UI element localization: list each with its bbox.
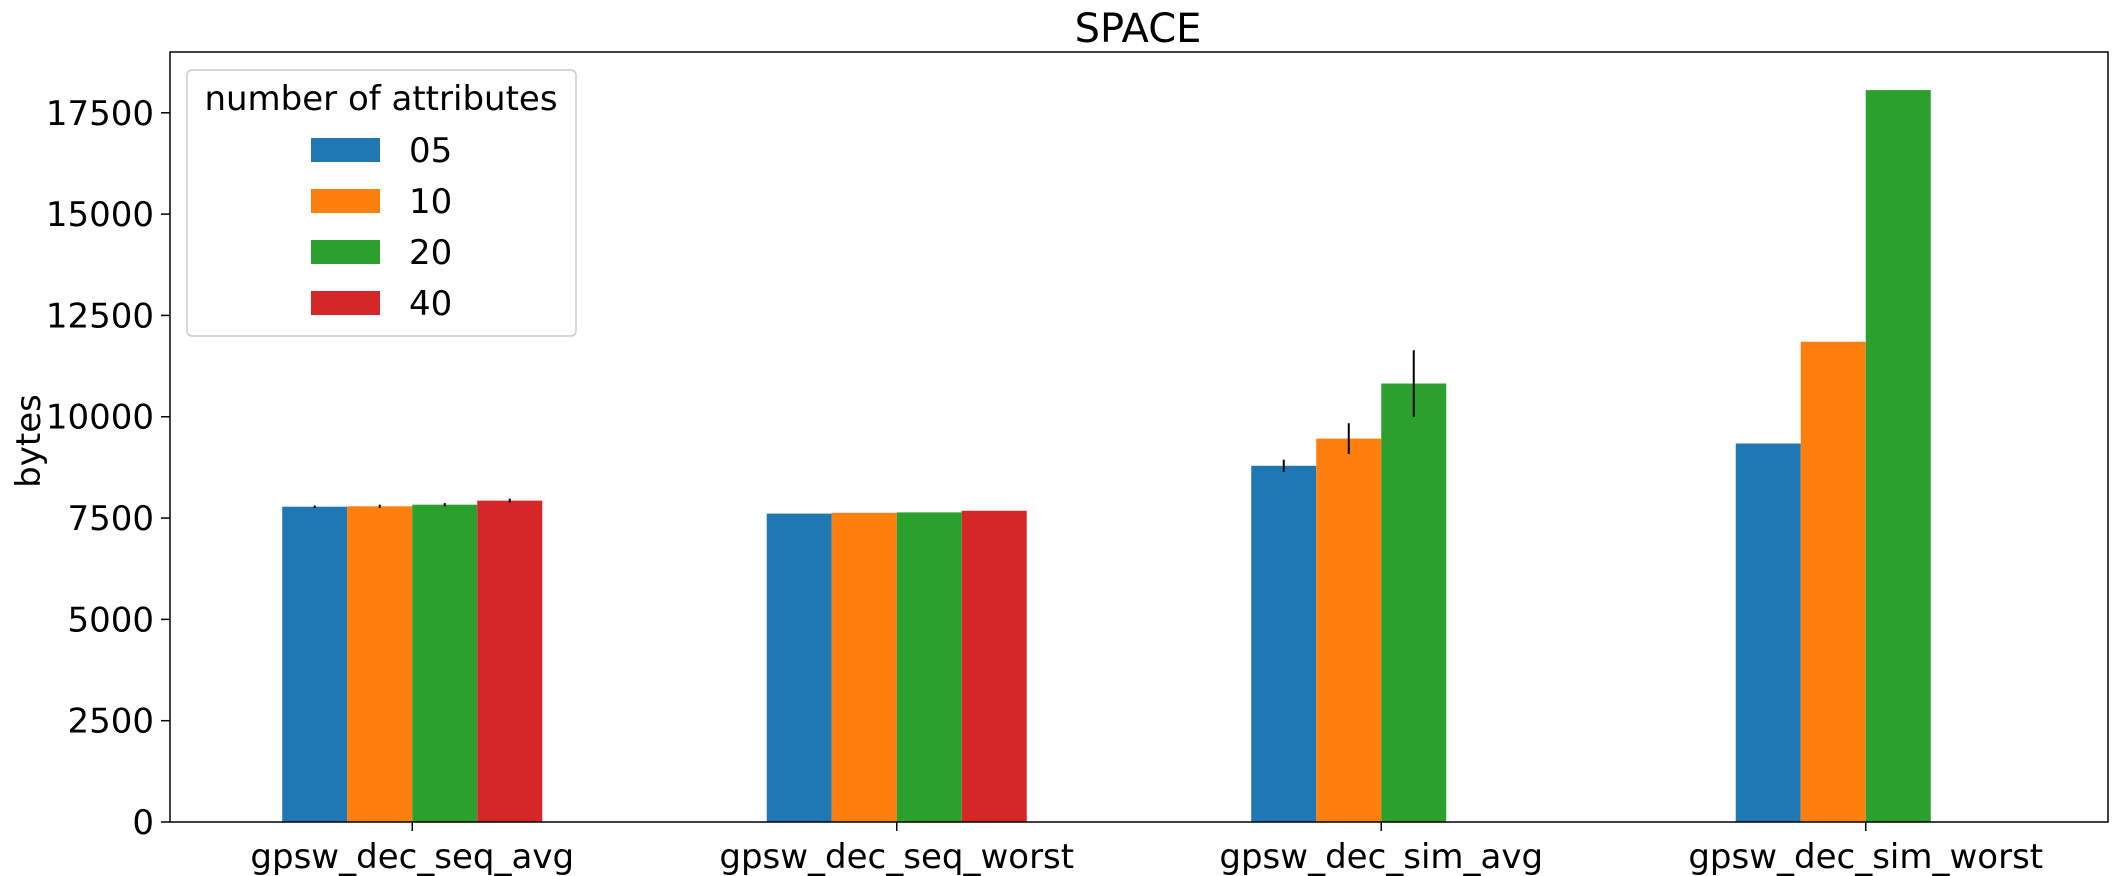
y-tick-label: 5000 <box>67 600 154 640</box>
legend-swatch <box>311 189 380 213</box>
plot-area: 0 2500 5000 7500 10000 12500 15000 17500 gpsw_de… <box>46 90 2043 876</box>
bar <box>766 513 832 822</box>
legend-label: 40 <box>409 284 452 324</box>
y-axis-label: bytes <box>9 394 49 488</box>
bar <box>1316 438 1382 822</box>
chart-title: SPACE <box>1075 6 1202 52</box>
legend-box <box>186 69 577 337</box>
bar <box>1251 465 1317 822</box>
legend-label: 05 <box>409 131 452 171</box>
legend-label: 10 <box>409 182 452 222</box>
legend-swatch <box>311 291 380 315</box>
x-tick-label: gpsw_dec_sim_avg <box>1219 837 1543 876</box>
y-tick-label: 2500 <box>67 702 154 742</box>
bar <box>896 512 962 822</box>
axes-frame <box>169 51 2109 823</box>
y-tick-label: 12500 <box>46 296 154 336</box>
bar <box>961 510 1027 822</box>
y-tick-label: 17500 <box>46 94 154 134</box>
bar <box>282 506 348 822</box>
legend: number of attributes 05 10 20 40 <box>186 69 577 337</box>
bar <box>412 504 478 822</box>
bar <box>1800 341 1866 822</box>
legend-label: 20 <box>409 233 452 273</box>
bar <box>347 506 413 822</box>
legend-swatch <box>311 138 380 162</box>
y-tick-label: 7500 <box>67 499 154 539</box>
legend-swatch <box>311 240 380 264</box>
bar <box>477 500 543 822</box>
y-tick-label: 10000 <box>46 398 154 438</box>
bar <box>831 512 897 822</box>
x-tick-label: gpsw_dec_seq_worst <box>719 837 1074 876</box>
y-tick-label: 15000 <box>46 195 154 235</box>
bar <box>1381 383 1447 822</box>
legend-title: number of attributes <box>204 79 557 119</box>
x-tick-label: gpsw_dec_seq_avg <box>250 837 574 876</box>
y-tick-label: 0 <box>132 803 154 843</box>
bar <box>1865 90 1931 823</box>
bar <box>1735 443 1801 822</box>
x-tick-label: gpsw_dec_sim_worst <box>1688 837 2043 876</box>
